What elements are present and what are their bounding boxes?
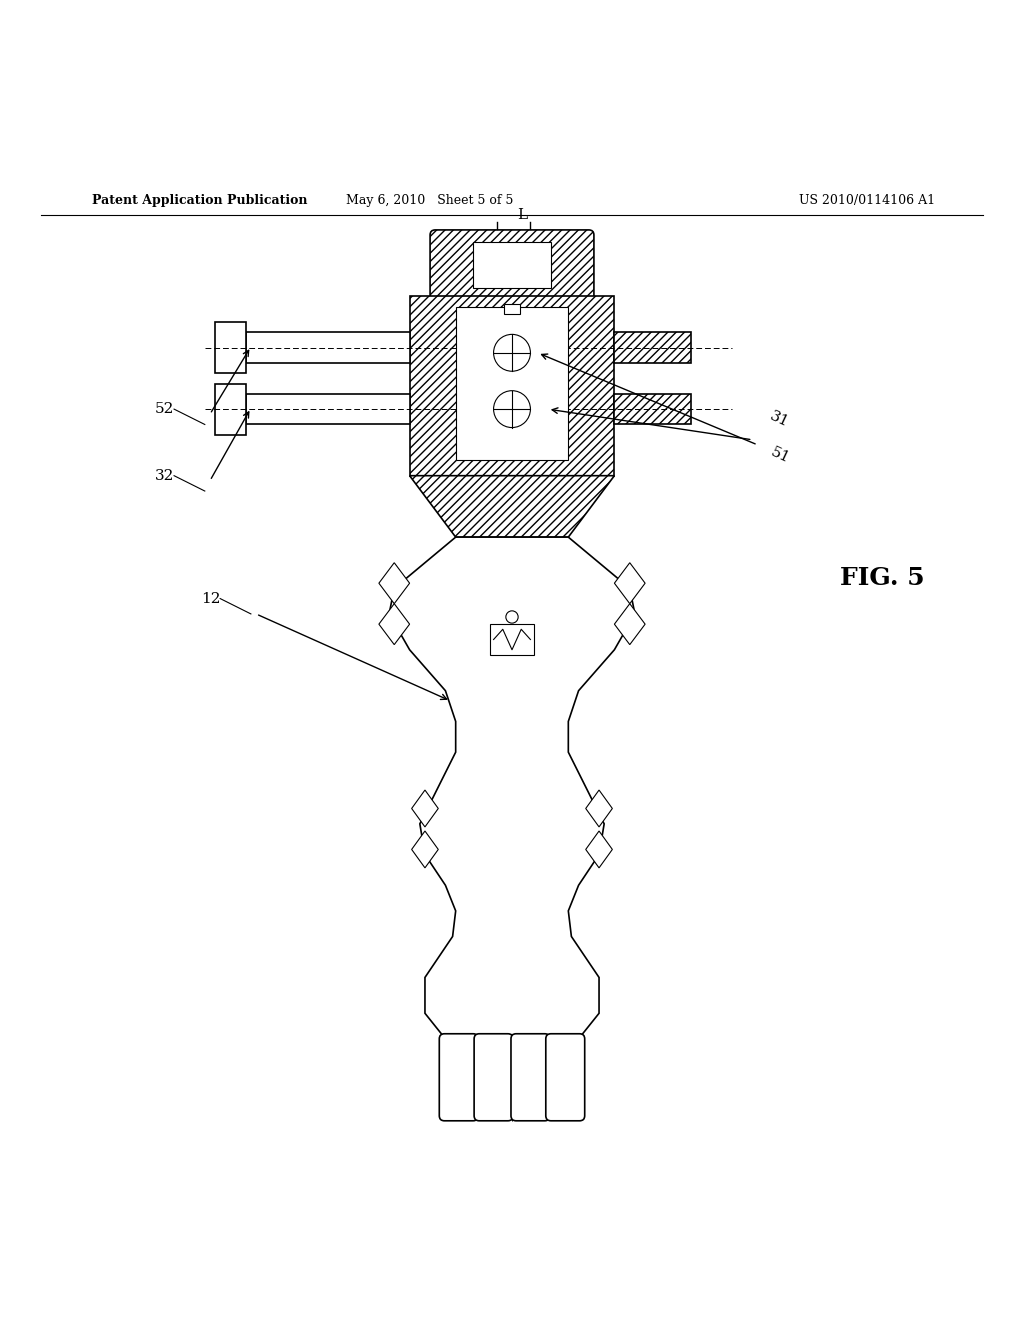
FancyBboxPatch shape [546, 1034, 585, 1121]
Polygon shape [389, 537, 635, 1039]
Bar [614, 393, 691, 425]
Text: FIG. 5: FIG. 5 [840, 566, 925, 590]
FancyBboxPatch shape [430, 230, 594, 301]
Text: L: L [517, 207, 527, 222]
Text: 31: 31 [768, 409, 792, 430]
Bar [490, 624, 534, 655]
Circle shape [506, 611, 518, 623]
Bar [410, 297, 614, 475]
Polygon shape [410, 475, 614, 537]
FancyBboxPatch shape [511, 1034, 550, 1121]
Text: 12: 12 [201, 591, 220, 606]
Bar [410, 297, 614, 475]
Polygon shape [379, 603, 410, 644]
Bar [215, 322, 246, 374]
Text: 52: 52 [155, 403, 174, 416]
Polygon shape [614, 603, 645, 644]
Bar [614, 393, 691, 425]
Text: 51: 51 [768, 445, 792, 466]
Bar [246, 393, 410, 425]
Circle shape [494, 391, 530, 428]
Polygon shape [412, 791, 438, 826]
FancyBboxPatch shape [439, 1034, 478, 1121]
Polygon shape [412, 832, 438, 867]
Circle shape [494, 334, 530, 371]
Text: May 6, 2010   Sheet 5 of 5: May 6, 2010 Sheet 5 of 5 [346, 194, 514, 207]
Bar [504, 304, 520, 314]
Bar [246, 333, 410, 363]
Polygon shape [586, 832, 612, 867]
Polygon shape [586, 791, 612, 826]
Text: 32: 32 [155, 469, 174, 483]
FancyBboxPatch shape [474, 1034, 513, 1121]
Text: US 2010/0114106 A1: US 2010/0114106 A1 [799, 194, 935, 207]
Polygon shape [379, 562, 410, 603]
Bar [456, 306, 568, 461]
Polygon shape [614, 562, 645, 603]
Bar [215, 384, 246, 434]
Bar [614, 333, 691, 363]
Bar [614, 333, 691, 363]
Text: Patent Application Publication: Patent Application Publication [92, 194, 307, 207]
Bar [473, 242, 551, 288]
